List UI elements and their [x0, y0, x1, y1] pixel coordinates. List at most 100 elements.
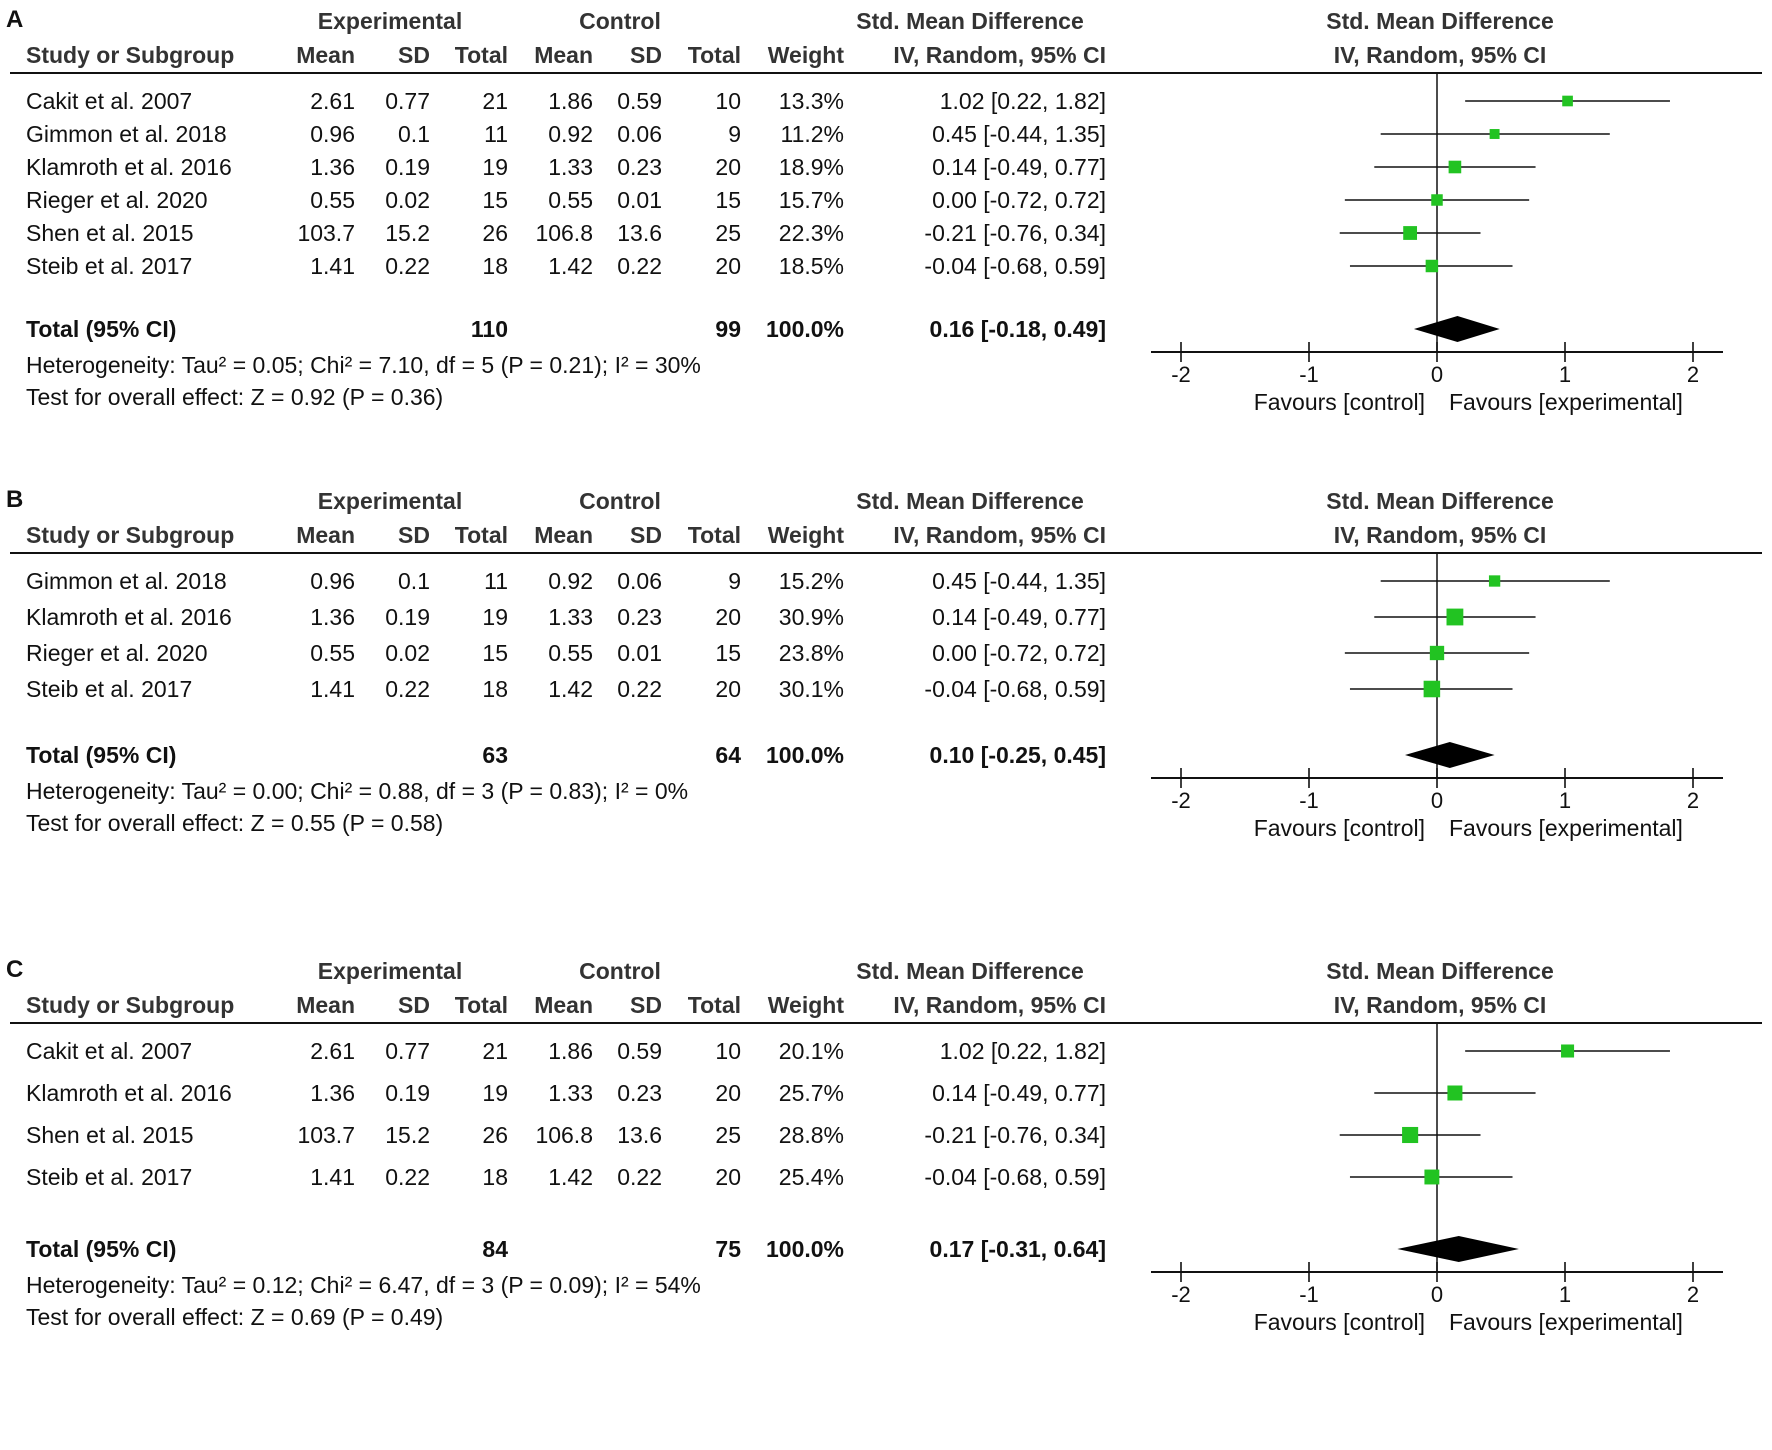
study-estimate-marker	[1402, 1126, 1419, 1144]
cell-study: Shen et al. 2015	[26, 220, 194, 246]
cell-c-mean: 1.42	[548, 1164, 593, 1190]
cell-weight: 25.7%	[778, 1080, 844, 1106]
study-estimate-marker	[1446, 608, 1464, 626]
cell-e-sd: 0.22	[385, 676, 430, 702]
header-study: Study or Subgroup	[26, 992, 235, 1018]
cell-c-total: 25	[715, 1122, 741, 1148]
header-smd: Std. Mean Difference	[856, 958, 1084, 984]
cell-e-mean: 1.36	[310, 154, 355, 180]
total-c-total: 64	[715, 742, 741, 768]
cell-weight: 22.3%	[778, 220, 844, 246]
x-tick-label: -2	[1171, 1282, 1191, 1307]
cell-study: Steib et al. 2017	[26, 253, 193, 279]
header-rule	[10, 1022, 1762, 1024]
cell-study: Steib et al. 2017	[26, 1164, 193, 1190]
cell-c-total: 20	[715, 154, 741, 180]
cell-c-mean: 0.92	[548, 568, 593, 594]
cell-e-sd: 0.1	[398, 568, 430, 594]
header-method: IV, Random, 95% CI	[893, 42, 1106, 68]
cell-e-total: 15	[482, 640, 508, 666]
cell-c-mean: 1.33	[548, 154, 593, 180]
x-tick-label: 0	[1431, 362, 1443, 387]
cell-e-mean: 1.41	[310, 1164, 355, 1190]
total-ci: 0.16 [-0.18, 0.49]	[929, 316, 1106, 342]
cell-e-mean: 1.36	[310, 1080, 355, 1106]
cell-c-sd: 0.22	[617, 1164, 662, 1190]
total-weight: 100.0%	[765, 1236, 844, 1262]
cell-c-sd: 0.01	[617, 640, 662, 666]
cell-e-sd: 0.1	[398, 121, 430, 147]
total-weight: 100.0%	[765, 316, 844, 342]
header-control: Control	[579, 958, 661, 984]
cell-study: Cakit et al. 2007	[26, 1038, 193, 1064]
cell-c-mean: 1.33	[548, 1080, 593, 1106]
cell-e-sd: 0.02	[385, 187, 430, 213]
heterogeneity-stat: Heterogeneity: Tau² = 0.12; Chi² = 6.47,…	[26, 1272, 701, 1298]
cell-e-mean: 1.41	[310, 253, 355, 279]
favours-experimental-label: Favours [experimental]	[1449, 389, 1683, 415]
study-estimate-marker	[1429, 645, 1445, 661]
cell-study: Gimmon et al. 2018	[26, 568, 227, 594]
header-weight: Weight	[767, 992, 844, 1018]
header-control: Control	[579, 488, 661, 514]
x-tick-label: -1	[1299, 362, 1319, 387]
header-e-total: Total	[454, 992, 508, 1018]
x-tick-label: -2	[1171, 788, 1191, 813]
pooled-estimate-diamond	[1413, 316, 1500, 342]
cell-e-total: 18	[482, 1164, 508, 1190]
cell-weight: 18.9%	[778, 154, 844, 180]
study-estimate-marker	[1403, 226, 1418, 240]
cell-study: Rieger et al. 2020	[26, 187, 208, 213]
total-c-total: 75	[715, 1236, 741, 1262]
cell-weight: 13.3%	[778, 88, 844, 114]
favours-control-label: Favours [control]	[1254, 1309, 1425, 1335]
header-c-sd: SD	[630, 42, 662, 68]
cell-ci-text: 0.45 [-0.44, 1.35]	[932, 121, 1106, 147]
cell-weight: 30.1%	[778, 676, 844, 702]
cell-c-mean: 0.55	[548, 640, 593, 666]
cell-e-total: 26	[482, 220, 508, 246]
study-estimate-marker	[1423, 680, 1441, 698]
header-study: Study or Subgroup	[26, 42, 235, 68]
cell-e-sd: 0.19	[385, 154, 430, 180]
header-plot-method: IV, Random, 95% CI	[1333, 992, 1547, 1018]
header-weight: Weight	[767, 42, 844, 68]
cell-c-total: 25	[715, 220, 741, 246]
cell-e-sd: 0.22	[385, 1164, 430, 1190]
cell-weight: 25.4%	[778, 1164, 844, 1190]
header-e-total: Total	[454, 42, 508, 68]
cell-ci-text: -0.21 [-0.76, 0.34]	[924, 220, 1106, 246]
cell-c-total: 9	[728, 568, 741, 594]
header-plot-method: IV, Random, 95% CI	[1333, 42, 1547, 68]
x-tick-label: -1	[1299, 788, 1319, 813]
cell-e-sd: 15.2	[385, 1122, 430, 1148]
cell-c-sd: 0.23	[617, 604, 662, 630]
cell-e-mean: 0.55	[310, 187, 355, 213]
cell-weight: 18.5%	[778, 253, 844, 279]
cell-c-mean: 0.92	[548, 121, 593, 147]
study-estimate-marker	[1489, 129, 1500, 139]
panel-label: C	[6, 956, 24, 983]
cell-c-mean: 1.86	[548, 88, 593, 114]
cell-e-mean: 2.61	[310, 88, 355, 114]
header-c-total: Total	[687, 522, 741, 548]
header-c-mean: Mean	[534, 522, 593, 548]
overall-effect-stat: Test for overall effect: Z = 0.55 (P = 0…	[26, 810, 444, 836]
cell-e-mean: 103.7	[297, 220, 355, 246]
header-c-total: Total	[687, 42, 741, 68]
header-plot-title: Std. Mean Difference	[1326, 8, 1554, 34]
cell-c-total: 9	[728, 121, 741, 147]
cell-study: Shen et al. 2015	[26, 1122, 194, 1148]
favours-control-label: Favours [control]	[1254, 389, 1425, 415]
cell-e-mean: 1.41	[310, 676, 355, 702]
header-e-mean: Mean	[296, 522, 355, 548]
study-estimate-marker	[1431, 194, 1443, 206]
favours-control-label: Favours [control]	[1254, 815, 1425, 841]
cell-c-sd: 0.06	[617, 568, 662, 594]
cell-c-sd: 0.22	[617, 676, 662, 702]
cell-c-mean: 1.42	[548, 253, 593, 279]
study-estimate-marker	[1424, 1169, 1440, 1185]
total-e-total: 110	[470, 316, 508, 342]
total-label: Total (95% CI)	[26, 742, 177, 768]
cell-c-sd: 0.06	[617, 121, 662, 147]
